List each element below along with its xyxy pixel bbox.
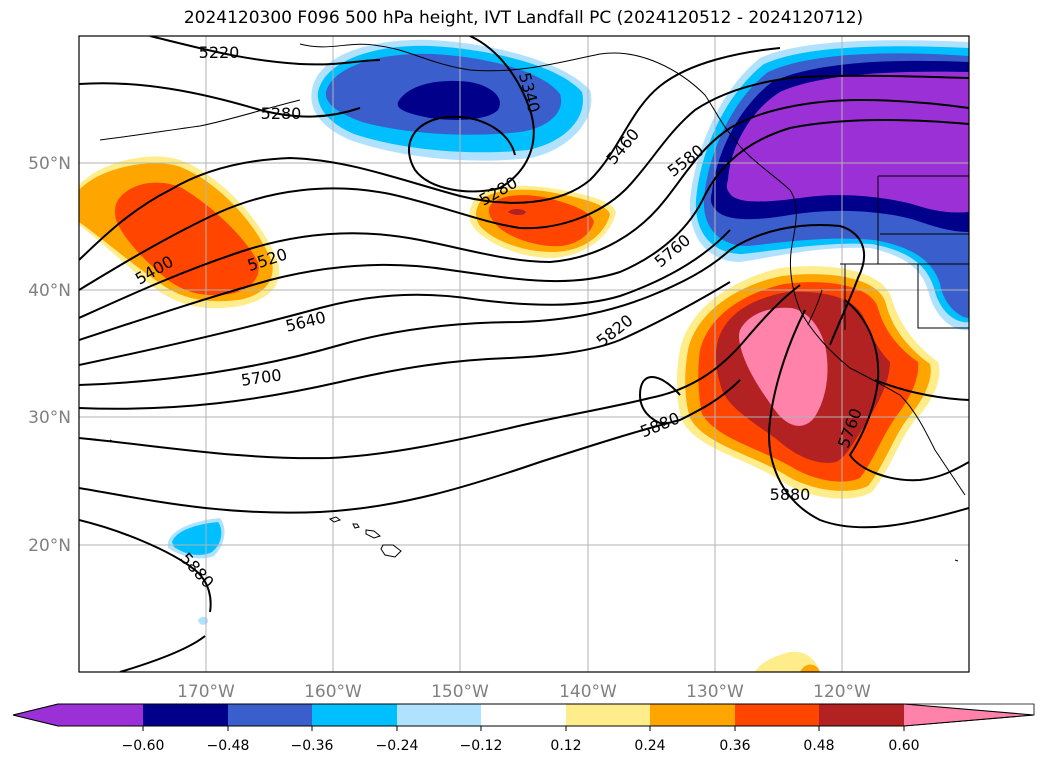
colorbar-low-extension <box>13 704 58 726</box>
colorbar-tick: 0.36 <box>719 738 750 754</box>
colorbar-bin <box>143 704 228 726</box>
lat-label: 20°N <box>28 536 71 556</box>
colorbar-bin <box>228 704 312 726</box>
negative-anomaly-gulf-alaska <box>311 39 592 161</box>
coastlines <box>99 43 969 496</box>
graticule <box>79 36 969 672</box>
lon-label: 130°W <box>686 682 744 702</box>
colorbar-tick-labels: −0.60 −0.48 −0.36 −0.24 −0.12 0.12 0.24 … <box>122 738 920 754</box>
negative-anomaly-hawaii <box>168 518 225 625</box>
contour-label: 5280 <box>261 104 302 123</box>
colorbar-tick: 0.24 <box>634 738 665 754</box>
colorbar-tick: 0.60 <box>888 738 919 754</box>
map-area <box>79 36 969 672</box>
colorbar-bin <box>481 704 566 726</box>
colorbar: −0.60 −0.48 −0.36 −0.24 −0.12 0.12 0.24 … <box>12 703 1035 754</box>
lon-label: 120°W <box>813 682 871 702</box>
colorbar-tick: −0.60 <box>122 738 165 754</box>
colorbar-tick: −0.24 <box>376 738 419 754</box>
colorbar-bin <box>819 704 904 726</box>
colorbar-bin <box>397 704 481 726</box>
contour-label: 5220 <box>199 43 240 62</box>
height-contours <box>79 36 969 672</box>
positive-anomaly-central-pacific <box>469 185 616 258</box>
map-title: 2024120300 F096 500 hPa height, IVT Land… <box>183 8 864 28</box>
lat-label: 50°N <box>28 154 71 174</box>
positive-anomaly-south <box>755 651 820 672</box>
colorbar-bin <box>650 704 735 726</box>
colorbar-bin <box>58 704 143 726</box>
lat-label: 40°N <box>28 281 71 301</box>
longitude-labels: 170°W 160°W 150°W 140°W 130°W 120°W <box>177 682 871 702</box>
colorbar-bin <box>735 704 819 726</box>
map-frame <box>78 35 970 673</box>
lat-label: 30°N <box>28 408 71 428</box>
lon-label: 160°W <box>304 682 362 702</box>
contour-label: 5880 <box>770 485 811 504</box>
colorbar-tick: −0.36 <box>291 738 334 754</box>
colorbar-bin <box>566 704 650 726</box>
colorbar-tick: −0.12 <box>460 738 503 754</box>
latitude-labels: 50°N 40°N 30°N 20°N <box>28 154 71 556</box>
lon-label: 140°W <box>559 682 617 702</box>
colorbar-tick: −0.48 <box>207 738 250 754</box>
hawaii-islands <box>109 439 959 562</box>
colorbar-bin <box>312 704 397 726</box>
colorbar-tick: 0.12 <box>550 738 581 754</box>
colorbar-high-extension <box>904 704 1034 726</box>
lon-label: 150°W <box>431 682 489 702</box>
negative-anomaly-western-na <box>689 40 969 331</box>
colorbar-tick: 0.48 <box>803 738 834 754</box>
lon-label: 170°W <box>177 682 235 702</box>
